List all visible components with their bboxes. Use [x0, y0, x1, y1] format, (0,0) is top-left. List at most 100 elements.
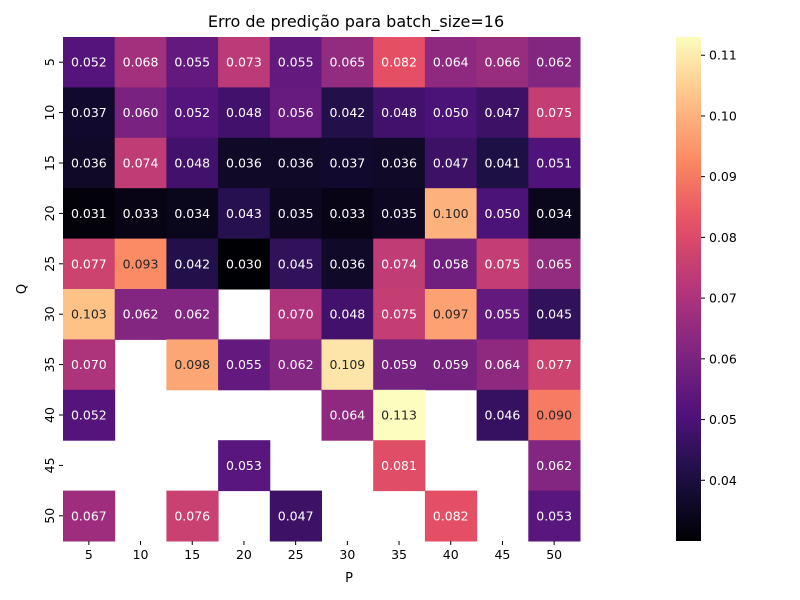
heatmap-cell — [424, 238, 478, 290]
heatmap-cell — [114, 87, 167, 139]
cell-value-label: 0.076 — [174, 508, 210, 523]
cell-value-label: 0.055 — [226, 357, 262, 372]
cell-value-label: 0.068 — [123, 55, 159, 70]
heatmap-cell — [528, 339, 581, 391]
cell-value-label: 0.052 — [71, 55, 107, 70]
cell-value-label: 0.036 — [71, 156, 107, 171]
heatmap-cell — [114, 137, 167, 189]
y-tick-label: 5 — [42, 58, 57, 66]
cell-value-label: 0.064 — [485, 357, 521, 372]
cell-value-label: 0.075 — [485, 256, 521, 271]
heatmap-cell — [218, 440, 271, 492]
cell-value-label: 0.048 — [226, 105, 262, 120]
y-tick-label: 15 — [42, 155, 57, 171]
heatmap-cell — [63, 87, 116, 139]
heatmap-cell — [321, 339, 374, 391]
y-tick-label: 40 — [42, 407, 57, 423]
cell-value-label: 0.055 — [174, 55, 210, 70]
heatmap-cell — [166, 289, 219, 340]
cell-value-label: 0.055 — [485, 307, 521, 322]
cell-value-label: 0.065 — [329, 55, 365, 70]
heatmap-cell — [218, 87, 271, 139]
heatmap-cell — [476, 389, 529, 441]
cell-value-label: 0.052 — [174, 105, 210, 120]
cell-value-label: 0.031 — [71, 206, 107, 221]
heatmap-cell — [321, 137, 374, 189]
cell-value-label: 0.047 — [433, 156, 469, 171]
heatmap-cell — [476, 188, 529, 240]
heatmap-cell — [269, 37, 322, 88]
heatmap-cell — [114, 289, 167, 340]
y-tick-label: 35 — [42, 357, 57, 373]
heatmap-cell — [528, 289, 581, 340]
cell-value-label: 0.052 — [71, 408, 107, 423]
cell-value-label: 0.046 — [485, 408, 521, 423]
cell-value-label: 0.066 — [485, 55, 521, 70]
cell-value-label: 0.109 — [329, 357, 365, 372]
heatmap-cell — [373, 289, 426, 340]
colorbar-tick-label: 0.06 — [709, 351, 737, 366]
cell-value-label: 0.035 — [278, 206, 314, 221]
heatmap-cell — [166, 87, 219, 139]
heatmap-cell — [63, 37, 116, 88]
cell-value-label: 0.056 — [278, 105, 314, 120]
heatmap-cell — [528, 238, 581, 290]
cell-value-label: 0.055 — [278, 55, 314, 70]
y-tick-label: 50 — [42, 508, 57, 524]
heatmap-cell — [218, 188, 271, 240]
heatmap-cell — [63, 289, 116, 340]
heatmap-cell — [373, 389, 426, 441]
heatmap-cell — [218, 339, 271, 391]
heatmap-cell — [424, 137, 478, 189]
cell-value-label: 0.053 — [226, 458, 262, 473]
heatmap-cell — [269, 339, 322, 391]
cell-value-label: 0.077 — [71, 256, 107, 271]
cell-value-label: 0.042 — [174, 256, 210, 271]
colorbar-tick-label: 0.05 — [709, 412, 737, 427]
heatmap-cell — [166, 339, 219, 391]
heatmap-cell — [166, 137, 219, 189]
heatmap-cell — [321, 87, 374, 139]
cell-value-label: 0.060 — [123, 105, 159, 120]
y-tick-label: 25 — [42, 256, 57, 272]
x-tick-label: 30 — [339, 547, 355, 562]
cell-value-label: 0.065 — [536, 256, 572, 271]
x-tick-label: 15 — [184, 547, 200, 562]
heatmap-cell — [321, 188, 374, 240]
heatmap-cell — [528, 188, 581, 240]
y-tick-label: 20 — [42, 205, 57, 221]
cell-value-label: 0.050 — [433, 105, 469, 120]
heatmap-cell — [63, 137, 116, 189]
heatmap-cell — [114, 188, 167, 240]
x-tick-label: 25 — [288, 547, 304, 562]
heatmap-cell — [373, 37, 426, 88]
cell-value-label: 0.082 — [433, 508, 469, 523]
cell-value-label: 0.062 — [278, 357, 314, 372]
cell-value-label: 0.037 — [71, 105, 107, 120]
cell-value-label: 0.062 — [536, 55, 572, 70]
colorbar-tick-label: 0.09 — [709, 169, 737, 184]
cell-value-label: 0.036 — [381, 156, 417, 171]
cell-value-label: 0.035 — [381, 206, 417, 221]
cell-value-label: 0.062 — [536, 458, 572, 473]
cell-value-label: 0.074 — [123, 156, 159, 171]
heatmap-cell — [476, 339, 529, 391]
cell-value-label: 0.064 — [329, 408, 365, 423]
cell-value-label: 0.098 — [174, 357, 210, 372]
x-tick-label: 20 — [236, 547, 252, 562]
heatmap-cell — [373, 440, 426, 492]
cell-value-label: 0.082 — [381, 55, 417, 70]
cell-value-label: 0.037 — [329, 156, 365, 171]
cell-value-label: 0.048 — [381, 105, 417, 120]
heatmap-cell — [424, 37, 478, 88]
cell-value-label: 0.074 — [381, 256, 417, 271]
y-tick-label: 30 — [42, 306, 57, 322]
heatmap-cell — [63, 339, 116, 391]
cell-value-label: 0.077 — [536, 357, 572, 372]
heatmap-cell — [321, 389, 374, 441]
cell-value-label: 0.048 — [174, 156, 210, 171]
cell-value-label: 0.053 — [536, 508, 572, 523]
x-axis-label: P — [345, 571, 353, 586]
heatmap-cell — [476, 238, 529, 290]
heatmap-cell — [218, 137, 271, 189]
